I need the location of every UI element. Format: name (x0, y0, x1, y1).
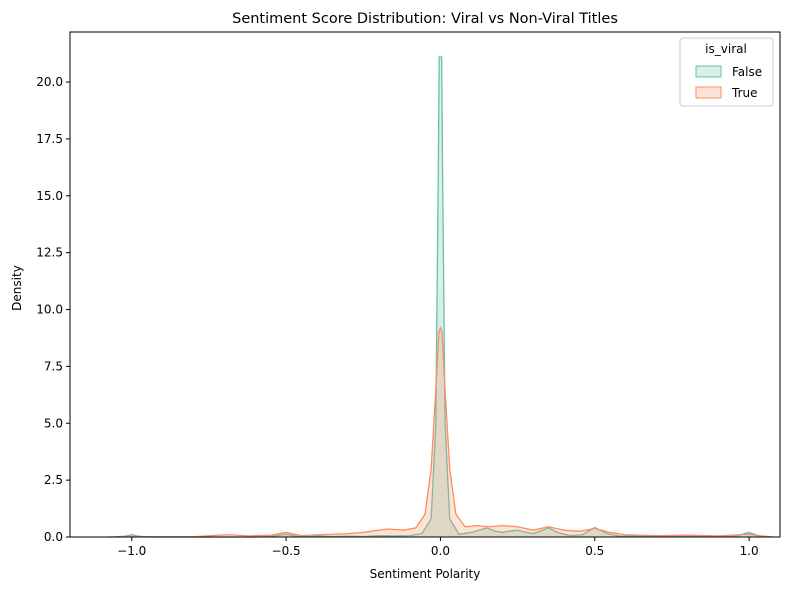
y-tick-label: 2.5 (44, 473, 63, 487)
y-tick-label: 20.0 (36, 75, 63, 89)
y-tick-label: 5.0 (44, 416, 63, 430)
series-area-false (113, 57, 768, 537)
x-tick-label: −0.5 (272, 544, 301, 558)
chart-title: Sentiment Score Distribution: Viral vs N… (232, 11, 618, 27)
legend-box (679, 37, 774, 107)
x-tick-label: 0.5 (585, 544, 604, 558)
y-axis: 0.0 2.5 5.0 7.5 10.0 12.5 15.0 17.5 20.0 (36, 75, 70, 544)
series-area-true (107, 327, 774, 537)
y-axis-label: Density (10, 265, 24, 311)
y-tick-label: 15.0 (36, 189, 63, 203)
x-tick-label: −1.0 (117, 544, 146, 558)
x-tick-label: 0.0 (431, 544, 450, 558)
series-line-true (107, 325, 774, 538)
y-tick-label: 10.0 (36, 303, 63, 317)
legend-title: is_viral (705, 42, 747, 56)
x-axis-label: Sentiment Polarity (370, 567, 481, 581)
series-layer (107, 56, 774, 538)
y-tick-label: 12.5 (36, 246, 63, 260)
legend-swatch-false (695, 65, 722, 78)
legend-label-true: True (731, 86, 758, 100)
plot-frame (69, 31, 781, 538)
x-axis: −1.0 −0.5 0.0 0.5 1.0 (117, 537, 759, 558)
legend: is_viral False True (679, 37, 774, 107)
x-tick-label: 1.0 (740, 544, 759, 558)
legend-swatch-true (695, 86, 722, 99)
y-tick-label: 17.5 (36, 132, 63, 146)
legend-label-false: False (732, 65, 762, 79)
y-tick-label: 7.5 (44, 359, 63, 373)
y-tick-label: 0.0 (44, 530, 63, 544)
